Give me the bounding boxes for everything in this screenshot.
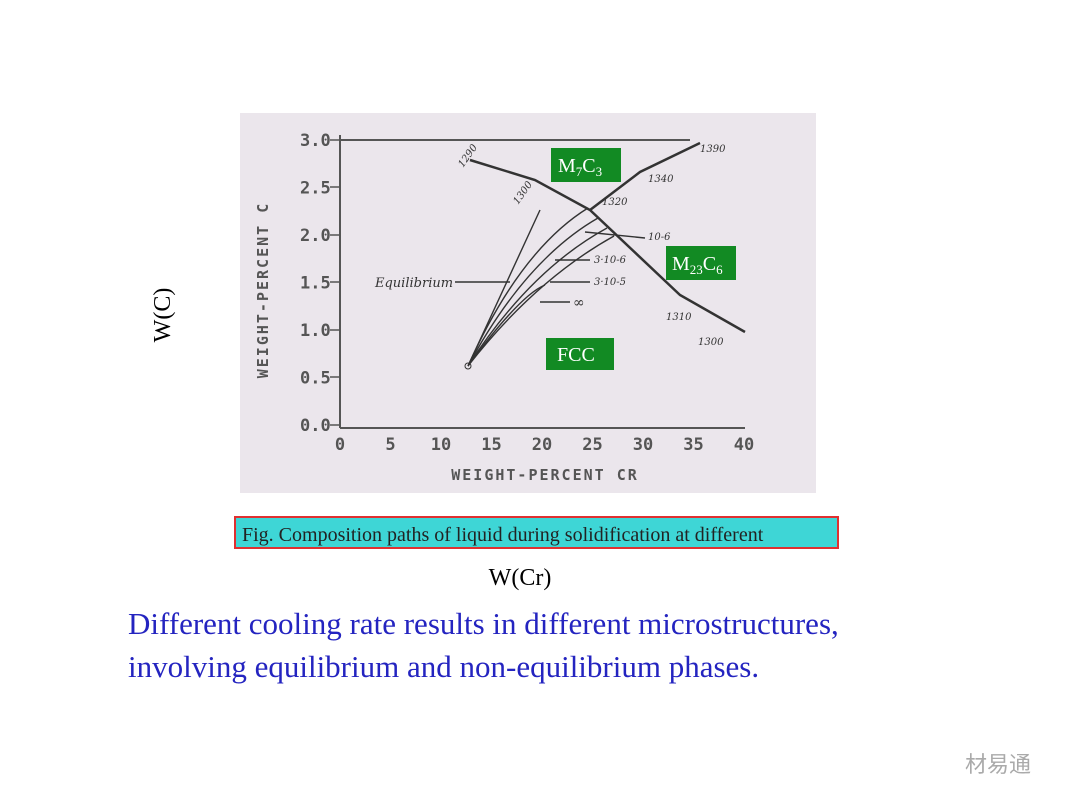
- phase-box: [551, 148, 621, 182]
- side-label: W(Cr): [489, 565, 552, 591]
- x-tick-label: 35: [683, 435, 703, 455]
- body-text: Different cooling rate results in differ…: [128, 606, 839, 641]
- body-text: involving equilibrium and non-equilibriu…: [128, 649, 759, 684]
- path-label: Equilibrium: [374, 276, 453, 291]
- caption: Fig. Composition paths of liquid during …: [242, 524, 764, 546]
- path-label: ∞: [573, 295, 585, 311]
- x-tick-label: 5: [385, 435, 395, 455]
- y-tick-label: 1.5: [300, 274, 331, 294]
- temperature-label: 1340: [648, 174, 674, 185]
- x-tick-label: 10: [431, 435, 451, 455]
- phase-sub: 7: [576, 164, 583, 179]
- temperature-label: 1300: [698, 337, 724, 348]
- temperature-label: 1390: [700, 144, 726, 155]
- phase-text: C: [582, 155, 595, 177]
- composition-paths: [455, 207, 646, 367]
- path-label: 3·10-6: [594, 255, 627, 266]
- phase-label: M7C3: [558, 155, 602, 179]
- caption-box: [234, 516, 839, 549]
- phase-text: M: [672, 253, 690, 275]
- y-tick-label: 3.0: [300, 131, 331, 151]
- phase-label: FCC: [557, 344, 595, 366]
- y-tick-label: 2.5: [300, 179, 331, 199]
- y-tick-label: 0.5: [300, 369, 331, 389]
- side-label: W(C): [150, 288, 176, 343]
- path-label: 10-6: [648, 232, 671, 243]
- y-axis-label: WEIGHT-PERCENT C: [254, 202, 272, 379]
- x-tick-label: 40: [734, 435, 754, 455]
- watermark: 材易通: [965, 753, 1031, 778]
- path-label: 3·10-5: [594, 277, 626, 288]
- x-tick-label: 30: [633, 435, 653, 455]
- start-point: [464, 362, 472, 370]
- y-tick-label: 0.0: [300, 416, 331, 436]
- phase-label: M23C6: [672, 253, 723, 277]
- figure-background: [240, 113, 816, 493]
- phase-box: [666, 246, 736, 280]
- x-tick-label: 15: [481, 435, 501, 455]
- temperature-label: 1310: [666, 312, 692, 323]
- phase-sub: 23: [690, 262, 703, 277]
- x-tick-label: 0: [335, 435, 345, 455]
- x-axis-label: WEIGHT-PERCENT CR: [451, 466, 639, 484]
- y-tick-label: 2.0: [300, 226, 331, 246]
- tick-marks: [330, 139, 340, 426]
- phase-sub: 3: [596, 164, 603, 179]
- phase-boundaries: [469, 141, 746, 334]
- phase-text: M: [558, 155, 576, 177]
- x-tick-label: 25: [582, 435, 602, 455]
- phase-text: C: [703, 253, 716, 275]
- y-tick-label: 1.0: [300, 321, 331, 341]
- phase-box: [546, 338, 614, 370]
- temperature-label: 1320: [602, 197, 628, 208]
- x-tick-label: 20: [532, 435, 552, 455]
- phase-sub: 6: [716, 262, 723, 277]
